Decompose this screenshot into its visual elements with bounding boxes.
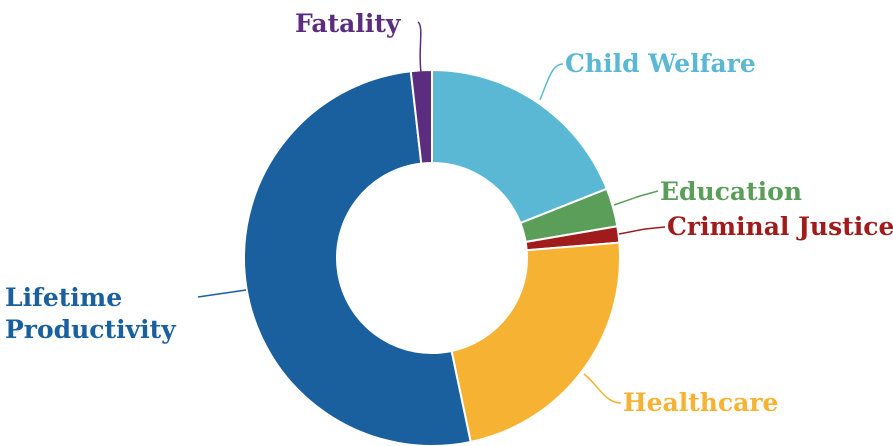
leader-line [583, 373, 622, 404]
slice [409, 68, 433, 165]
slice-label: Healthcare [623, 388, 779, 417]
leader-line [417, 21, 422, 73]
slice-label: Child Welfare [565, 49, 756, 78]
leader-line [539, 63, 564, 101]
slice [431, 68, 609, 225]
leader-line [197, 289, 247, 298]
leader-line [613, 190, 659, 206]
slice-label: Fatality [295, 9, 401, 38]
leader-line [618, 226, 666, 235]
slice [450, 241, 621, 444]
slice [243, 70, 472, 446]
slice-label: Lifetime Productivity [5, 283, 176, 344]
slice-label: Criminal Justice [667, 212, 893, 241]
slice-label: Education [660, 177, 803, 206]
